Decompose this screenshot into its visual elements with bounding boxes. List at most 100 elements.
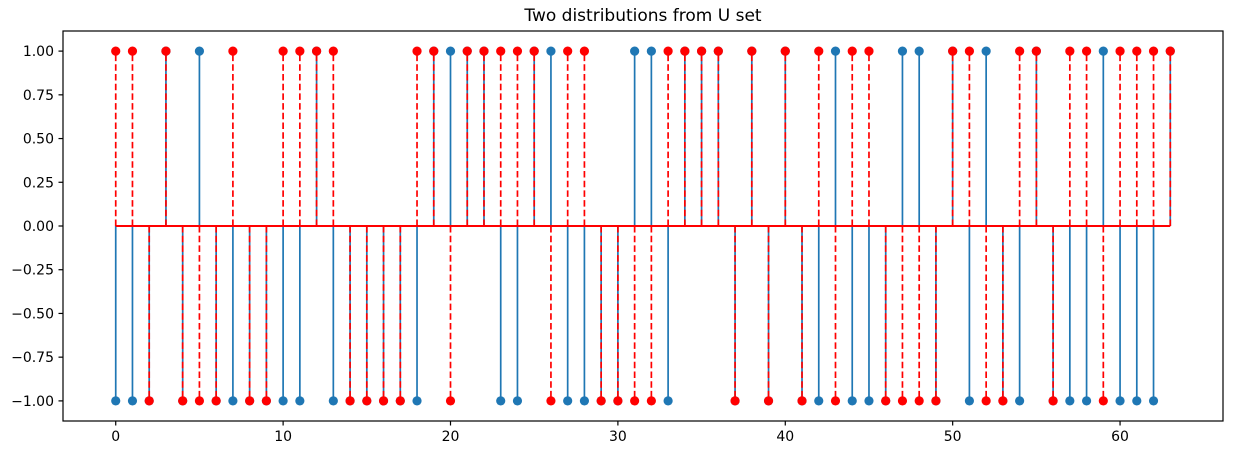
red-distribution-marker	[696, 46, 707, 56]
blue-distribution-marker	[847, 396, 857, 406]
red-distribution-marker	[144, 396, 154, 406]
red-distribution-marker	[998, 396, 1008, 406]
blue-distribution-marker	[278, 396, 288, 406]
red-distribution-marker	[529, 46, 539, 56]
red-distribution-marker	[646, 396, 656, 406]
red-distribution-marker	[1081, 46, 1092, 56]
y-tick-label: −0.75	[11, 350, 54, 366]
blue-distribution-marker	[412, 396, 422, 406]
red-distribution-marker	[345, 396, 355, 406]
blue-distribution-marker	[663, 396, 673, 406]
blue-distribution-marker	[1115, 396, 1125, 406]
blue-distribution-marker	[546, 46, 556, 56]
red-distribution-marker	[445, 396, 456, 406]
blue-distribution-marker	[111, 396, 121, 406]
red-distribution-marker	[897, 396, 908, 406]
red-distribution-marker	[395, 396, 405, 406]
red-distribution-marker	[328, 46, 338, 56]
blue-distribution-marker	[630, 46, 640, 56]
red-distribution-marker	[362, 396, 372, 406]
blue-distribution-marker	[830, 46, 841, 56]
red-distribution-marker	[630, 396, 640, 406]
blue-distribution-marker	[1065, 396, 1075, 406]
red-distribution-marker	[546, 396, 556, 406]
blue-distribution-marker	[445, 46, 456, 56]
red-distribution-marker	[747, 46, 757, 56]
red-distribution-marker	[579, 46, 590, 56]
blue-distribution-marker	[194, 46, 205, 56]
y-tick-label: 0.50	[23, 132, 54, 148]
red-distribution-marker	[613, 396, 623, 406]
red-distribution-marker	[680, 46, 690, 56]
red-distribution-marker	[730, 396, 740, 406]
red-distribution-marker	[496, 46, 506, 56]
blue-distribution-marker	[964, 396, 975, 406]
red-distribution-marker	[295, 46, 305, 56]
blue-distribution-marker	[1081, 396, 1092, 406]
red-distribution-marker	[278, 46, 288, 56]
blue-distribution-marker	[228, 396, 238, 406]
red-distribution-marker	[948, 46, 958, 56]
red-distribution-marker	[563, 46, 573, 56]
red-distribution-marker	[1015, 46, 1025, 56]
red-distribution-marker	[1048, 396, 1058, 406]
blue-distribution-marker	[295, 396, 305, 406]
blue-distribution-marker	[646, 46, 656, 56]
blue-distribution-marker	[914, 46, 924, 56]
red-distribution-marker	[211, 396, 221, 406]
x-tick-label: 60	[1111, 429, 1129, 445]
red-distribution-marker	[981, 396, 991, 406]
red-distribution-marker	[1031, 46, 1041, 56]
red-distribution-marker	[914, 396, 924, 406]
blue-distribution-marker	[512, 396, 523, 406]
x-tick-label: 10	[274, 429, 292, 445]
blue-distribution-marker	[897, 46, 908, 56]
blue-distribution-marker	[563, 396, 573, 406]
y-tick-label: −1.00	[11, 394, 54, 410]
red-distribution-marker	[378, 396, 389, 406]
red-distribution-marker	[964, 46, 975, 56]
red-distribution-marker	[881, 396, 891, 406]
red-distribution-marker	[814, 46, 824, 56]
red-distribution-marker	[479, 46, 489, 56]
x-tick-label: 30	[609, 429, 627, 445]
red-distribution-marker	[663, 46, 673, 56]
red-distribution-marker	[1065, 46, 1075, 56]
red-distribution-marker	[429, 46, 439, 56]
blue-distribution-marker	[864, 396, 874, 406]
red-distribution-marker	[780, 46, 790, 56]
x-tick-label: 0	[111, 429, 120, 445]
y-tick-label: 0.75	[23, 88, 54, 104]
red-distribution-marker	[830, 396, 841, 406]
red-distribution-marker	[864, 46, 874, 56]
red-distribution-marker	[1115, 46, 1125, 56]
red-distribution-marker	[412, 46, 422, 56]
red-distribution-marker	[261, 396, 271, 406]
y-tick-label: 0.25	[23, 175, 54, 191]
red-distribution-marker	[228, 46, 238, 56]
blue-distribution-marker	[127, 396, 138, 406]
red-distribution-marker	[194, 396, 205, 406]
x-tick-label: 20	[442, 429, 460, 445]
red-distribution-marker	[1148, 46, 1159, 56]
red-distribution-marker	[1165, 46, 1175, 56]
x-tick-label: 40	[776, 429, 794, 445]
y-tick-label: 1.00	[23, 44, 54, 60]
y-tick-label: −0.50	[11, 306, 54, 322]
red-distribution-marker	[245, 396, 255, 406]
blue-distribution-marker	[1148, 396, 1159, 406]
blue-distribution-marker	[814, 396, 824, 406]
red-distribution-marker	[462, 46, 472, 56]
red-distribution-marker	[161, 46, 171, 56]
y-tick-label: −0.25	[11, 263, 54, 279]
red-distribution-marker	[127, 46, 138, 56]
blue-distribution-marker	[1015, 396, 1025, 406]
blue-distribution-marker	[981, 46, 991, 56]
red-distribution-marker	[713, 46, 723, 56]
red-distribution-marker	[763, 396, 774, 406]
red-distribution-marker	[1098, 396, 1108, 406]
red-distribution-marker	[797, 396, 807, 406]
blue-distribution-marker	[328, 396, 338, 406]
red-distribution-marker	[596, 396, 606, 406]
